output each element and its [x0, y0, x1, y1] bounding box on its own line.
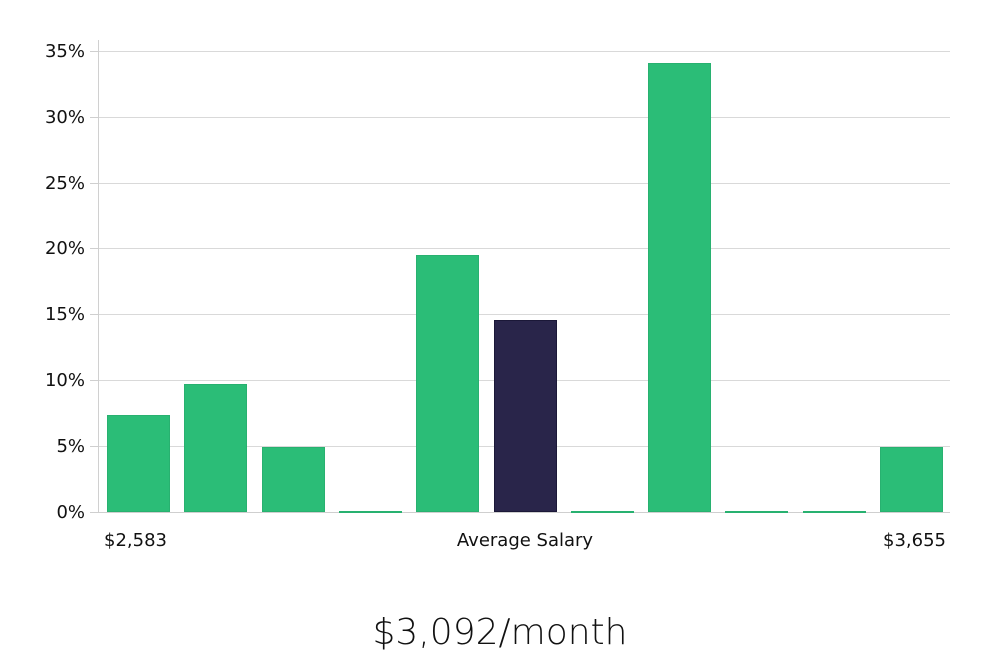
y-tick-label: 10% [44, 370, 85, 391]
y-axis-line [98, 40, 99, 513]
gridline-15 [99, 314, 950, 315]
y-tick [90, 183, 99, 184]
histogram-bar [725, 510, 789, 513]
y-tick [90, 117, 99, 118]
y-tick-label: 20% [44, 238, 85, 259]
histogram-bar [416, 255, 480, 512]
y-tick-label: 0% [56, 502, 85, 523]
histogram-bar [648, 62, 712, 512]
y-tick-label: 25% [44, 173, 85, 194]
x-min-label: $2,583 [104, 530, 167, 551]
histogram-bar [802, 510, 866, 513]
y-tick-label: 30% [44, 107, 85, 128]
histogram-bar [261, 447, 325, 512]
histogram-bar [338, 510, 402, 513]
gridline-25 [99, 183, 950, 184]
histogram-bar [570, 510, 634, 513]
baseline [99, 512, 950, 513]
y-tick [90, 512, 99, 513]
y-tick [90, 446, 99, 447]
histogram-bar [880, 447, 943, 512]
gridline-35 [99, 51, 950, 52]
average-salary-headline: $3,092/month [372, 612, 628, 653]
gridline-30 [99, 117, 950, 118]
y-tick-label: 5% [56, 436, 85, 457]
y-tick-label: 35% [44, 41, 85, 62]
histogram-bar [107, 414, 170, 512]
x-max-label: $3,655 [883, 530, 946, 551]
y-tick [90, 51, 99, 52]
x-axis-title: Average Salary [456, 530, 594, 551]
y-tick [90, 314, 99, 315]
y-tick-label: 15% [44, 304, 85, 325]
y-tick [90, 248, 99, 249]
y-tick [90, 380, 99, 381]
bar-average-salary [493, 319, 557, 512]
histogram-bar [184, 384, 248, 512]
gridline-20 [99, 248, 950, 249]
